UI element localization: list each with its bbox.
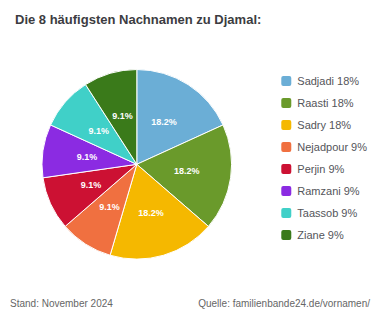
svg-text:Quelle: familienbande24.de/vor: Quelle: familienbande24.de/vornamen/	[198, 298, 370, 309]
svg-text:9.1%: 9.1%	[99, 202, 120, 212]
svg-text:Ziane 9%: Ziane 9%	[297, 229, 344, 241]
svg-text:9.1%: 9.1%	[77, 152, 98, 162]
svg-text:Nejadpour 9%: Nejadpour 9%	[297, 141, 367, 153]
svg-text:Perjin 9%: Perjin 9%	[297, 163, 344, 175]
svg-text:18.2%: 18.2%	[138, 208, 164, 218]
svg-text:9.1%: 9.1%	[88, 126, 109, 136]
svg-text:Sadry 18%: Sadry 18%	[297, 119, 351, 131]
svg-text:Sadjadi 18%: Sadjadi 18%	[297, 75, 359, 87]
svg-text:18.2%: 18.2%	[151, 117, 177, 127]
svg-text:Die 8 häufigsten Nachnamen zu: Die 8 häufigsten Nachnamen zu Djamal:	[15, 12, 261, 27]
svg-text:Stand: November 2024: Stand: November 2024	[10, 298, 113, 309]
svg-text:Taassob 9%: Taassob 9%	[297, 207, 357, 219]
svg-text:9.1%: 9.1%	[81, 180, 102, 190]
svg-text:Raasti 18%: Raasti 18%	[297, 97, 353, 109]
svg-text:18.2%: 18.2%	[174, 166, 200, 176]
svg-text:Ramzani 9%: Ramzani 9%	[297, 185, 360, 197]
svg-text:9.1%: 9.1%	[112, 111, 133, 121]
